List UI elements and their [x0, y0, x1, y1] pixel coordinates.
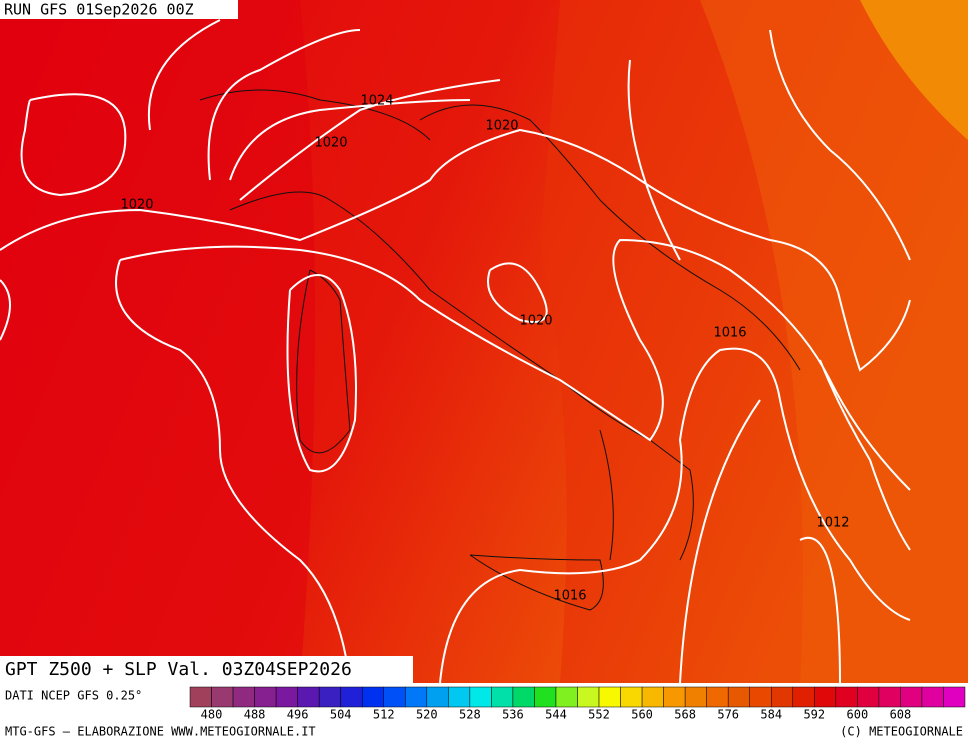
colorbar-label: 600 [847, 708, 869, 722]
color-swatch [275, 686, 298, 708]
colorbar-label: 608 [890, 708, 912, 722]
color-swatch [318, 686, 341, 708]
colorbar-label: 544 [545, 708, 567, 722]
colorbar-label: 592 [803, 708, 825, 722]
run-box [0, 0, 238, 19]
color-swatch [598, 686, 621, 708]
source: DATI NCEP GFS 0.25° [5, 689, 142, 703]
color-swatch [211, 686, 234, 708]
color-swatch [771, 686, 794, 708]
color-swatch [232, 686, 255, 708]
colorbar-label: 536 [502, 708, 524, 722]
color-swatch [727, 686, 750, 708]
colorbar-label: 504 [330, 708, 352, 722]
color-swatch [426, 686, 449, 708]
copyright: (C) METEOGIORNALE [840, 725, 963, 739]
color-swatch [835, 686, 858, 708]
color-swatch [641, 686, 664, 708]
color-swatch [749, 686, 772, 708]
color-swatch [469, 686, 492, 708]
color-swatch [792, 686, 815, 708]
color-swatch [534, 686, 557, 708]
isobar-label: 1016 [553, 589, 586, 604]
map-title: GPT Z500 + SLP Val. 03Z04SEP2026 [5, 659, 352, 680]
color-swatch [857, 686, 880, 708]
color-swatch [943, 686, 966, 708]
isobar [0, 19, 911, 684]
colorbar-label: 576 [717, 708, 739, 722]
colorbar-label: 568 [674, 708, 696, 722]
colorbar-label: 520 [416, 708, 438, 722]
color-swatch [405, 686, 428, 708]
colorbar-label: 584 [760, 708, 782, 722]
colorbar-label: 488 [244, 708, 266, 722]
color-swatch [340, 686, 363, 708]
colorbar-label: 560 [631, 708, 653, 722]
color-swatch [706, 686, 729, 708]
color-swatch [361, 686, 385, 708]
isobar-label: 1020 [314, 136, 347, 151]
color-swatch [684, 686, 707, 708]
color-swatch [555, 686, 578, 708]
color-swatch [878, 686, 901, 708]
color-swatch [900, 686, 923, 708]
color-swatch [921, 686, 944, 708]
color-swatch [189, 686, 212, 708]
coastline [199, 89, 801, 611]
colorbar-label: 512 [373, 708, 395, 722]
colorbar-label: 496 [287, 708, 309, 722]
color-swatch [383, 686, 406, 708]
color-swatch [297, 686, 320, 708]
isobar-label: 1020 [519, 314, 552, 329]
colorbar-label: 528 [459, 708, 481, 722]
run-label: RUN GFS 01Sep2026 00Z [4, 1, 194, 19]
isobar-label: 1012 [816, 516, 849, 531]
isobar-label: 1016 [713, 326, 746, 341]
colorbar-label: 552 [588, 708, 610, 722]
isobar-label: 1020 [120, 198, 153, 213]
isobar-label: 1020 [485, 119, 518, 134]
title-box [0, 656, 413, 683]
color-swatch [663, 686, 686, 708]
color-swatch [577, 686, 600, 708]
colorbar-label: 480 [201, 708, 223, 722]
color-swatch [620, 686, 643, 708]
map: 1024 1020 1020 1020 1020 1016 1016 1012 [0, 0, 968, 684]
isobar-label: 1024 [360, 94, 393, 109]
color-swatch [512, 686, 535, 708]
colorbar: 480 488 496 504 512 520 528 536 544 552 560 568 576 5… [189, 686, 966, 722]
color-swatch [448, 686, 471, 708]
credit: MTG-GFS — ELABORAZIONE WWW.METEOGIORNALE… [5, 725, 316, 739]
color-swatch [814, 686, 837, 708]
color-swatch [254, 686, 277, 708]
color-swatch [491, 686, 514, 708]
